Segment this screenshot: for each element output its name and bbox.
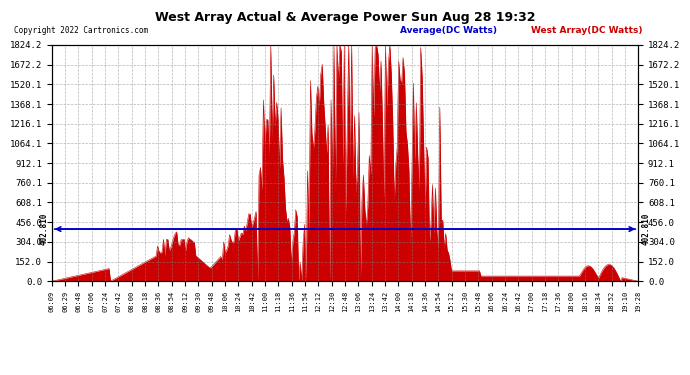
Text: Copyright 2022 Cartronics.com: Copyright 2022 Cartronics.com [14, 26, 148, 35]
Text: 402.810: 402.810 [641, 213, 650, 245]
Text: 402.810: 402.810 [40, 213, 49, 245]
Text: Average(DC Watts): Average(DC Watts) [400, 26, 497, 35]
Text: West Array Actual & Average Power Sun Aug 28 19:32: West Array Actual & Average Power Sun Au… [155, 11, 535, 24]
Text: West Array(DC Watts): West Array(DC Watts) [531, 26, 643, 35]
